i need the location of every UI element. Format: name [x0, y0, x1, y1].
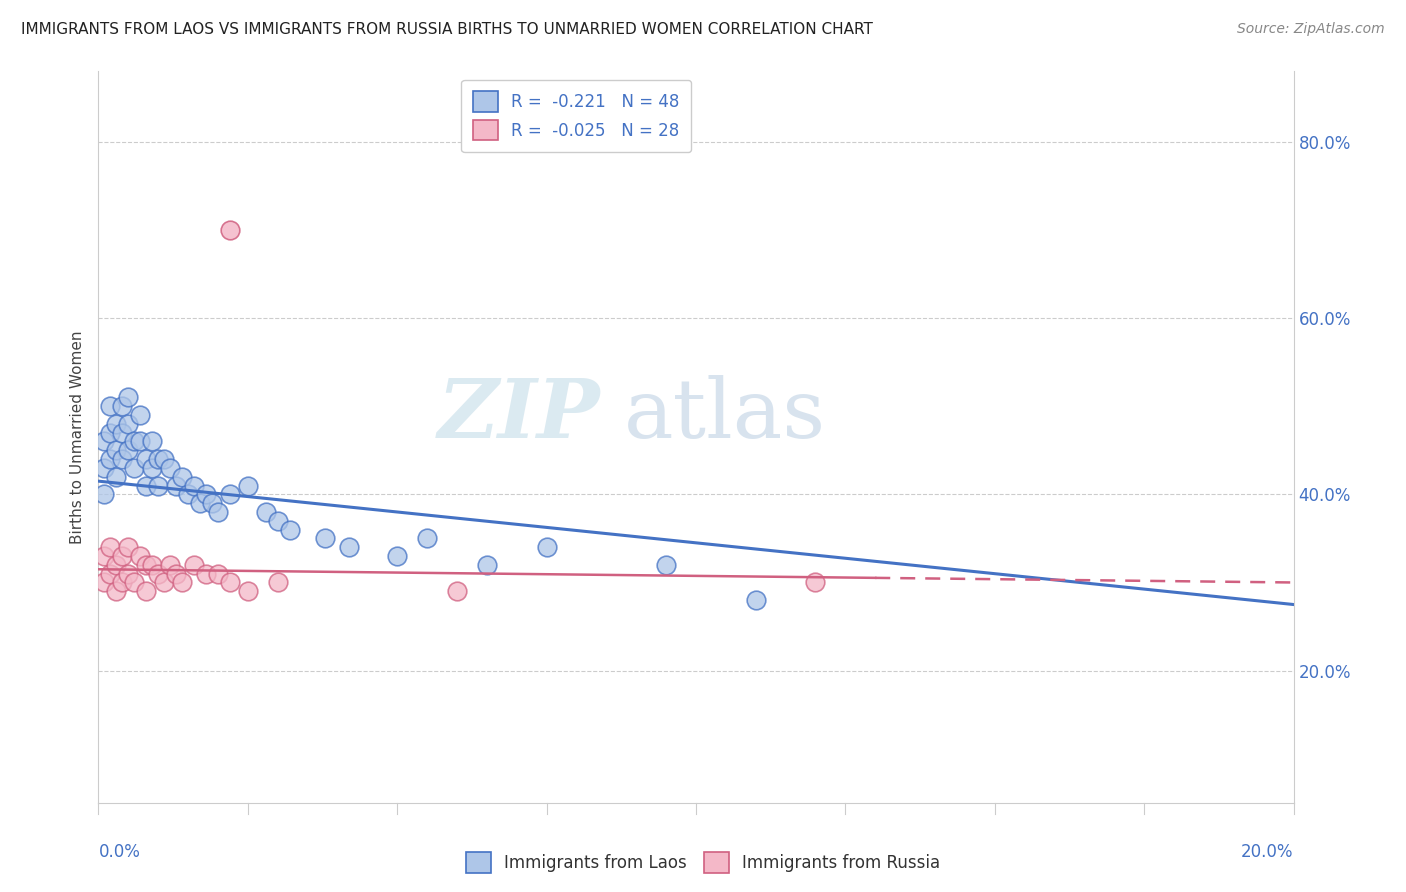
Point — [124, 461, 146, 475]
Point — [105, 443, 128, 458]
Point — [148, 452, 170, 467]
Point — [93, 487, 115, 501]
Point — [416, 532, 439, 546]
Point — [135, 558, 157, 572]
Point — [98, 452, 122, 467]
Point — [159, 461, 181, 475]
Point — [236, 584, 259, 599]
Point — [153, 452, 176, 467]
Point — [655, 558, 678, 572]
Point — [117, 417, 139, 431]
Text: 0.0%: 0.0% — [98, 843, 141, 861]
Point — [148, 478, 170, 492]
Point — [98, 425, 122, 440]
Point — [105, 558, 128, 572]
Legend: R =  -0.221   N = 48, R =  -0.025   N = 28: R = -0.221 N = 48, R = -0.025 N = 28 — [461, 79, 692, 152]
Point — [195, 487, 218, 501]
Text: IMMIGRANTS FROM LAOS VS IMMIGRANTS FROM RUSSIA BIRTHS TO UNMARRIED WOMEN CORRELA: IMMIGRANTS FROM LAOS VS IMMIGRANTS FROM … — [21, 22, 873, 37]
Point — [98, 566, 122, 581]
Legend: Immigrants from Laos, Immigrants from Russia: Immigrants from Laos, Immigrants from Ru… — [460, 846, 946, 880]
Point — [135, 584, 157, 599]
Point — [172, 575, 194, 590]
Point — [124, 434, 146, 449]
Point — [93, 461, 115, 475]
Point — [111, 452, 134, 467]
Point — [745, 593, 768, 607]
Point — [385, 549, 409, 563]
Point — [165, 566, 187, 581]
Point — [159, 558, 181, 572]
Point — [177, 487, 200, 501]
Point — [129, 434, 152, 449]
Point — [117, 443, 139, 458]
Point — [188, 496, 211, 510]
Point — [117, 566, 139, 581]
Point — [254, 505, 277, 519]
Point — [315, 532, 337, 546]
Point — [183, 478, 205, 492]
Point — [236, 478, 259, 492]
Point — [117, 391, 139, 405]
Point — [141, 434, 163, 449]
Y-axis label: Births to Unmarried Women: Births to Unmarried Women — [69, 330, 84, 544]
Point — [804, 575, 827, 590]
Point — [172, 469, 194, 483]
Point — [446, 584, 468, 599]
Point — [93, 549, 115, 563]
Point — [141, 461, 163, 475]
Point — [135, 478, 157, 492]
Point — [148, 566, 170, 581]
Point — [98, 399, 122, 413]
Point — [267, 575, 290, 590]
Point — [141, 558, 163, 572]
Point — [111, 549, 134, 563]
Point — [105, 417, 128, 431]
Point — [111, 399, 134, 413]
Point — [207, 566, 229, 581]
Point — [111, 425, 134, 440]
Point — [339, 540, 361, 554]
Point — [98, 540, 122, 554]
Point — [219, 575, 242, 590]
Point — [201, 496, 224, 510]
Point — [129, 549, 152, 563]
Point — [93, 575, 115, 590]
Point — [219, 487, 242, 501]
Point — [165, 478, 187, 492]
Point — [111, 575, 134, 590]
Text: Source: ZipAtlas.com: Source: ZipAtlas.com — [1237, 22, 1385, 37]
Point — [219, 223, 242, 237]
Text: ZIP: ZIP — [437, 376, 600, 455]
Point — [195, 566, 218, 581]
Point — [207, 505, 229, 519]
Point — [105, 469, 128, 483]
Point — [129, 408, 152, 422]
Text: atlas: atlas — [624, 376, 827, 455]
Point — [135, 452, 157, 467]
Point — [536, 540, 558, 554]
Point — [278, 523, 301, 537]
Point — [183, 558, 205, 572]
Point — [267, 514, 290, 528]
Point — [93, 434, 115, 449]
Point — [105, 584, 128, 599]
Point — [124, 575, 146, 590]
Point — [117, 540, 139, 554]
Point — [475, 558, 498, 572]
Point — [153, 575, 176, 590]
Text: 20.0%: 20.0% — [1241, 843, 1294, 861]
